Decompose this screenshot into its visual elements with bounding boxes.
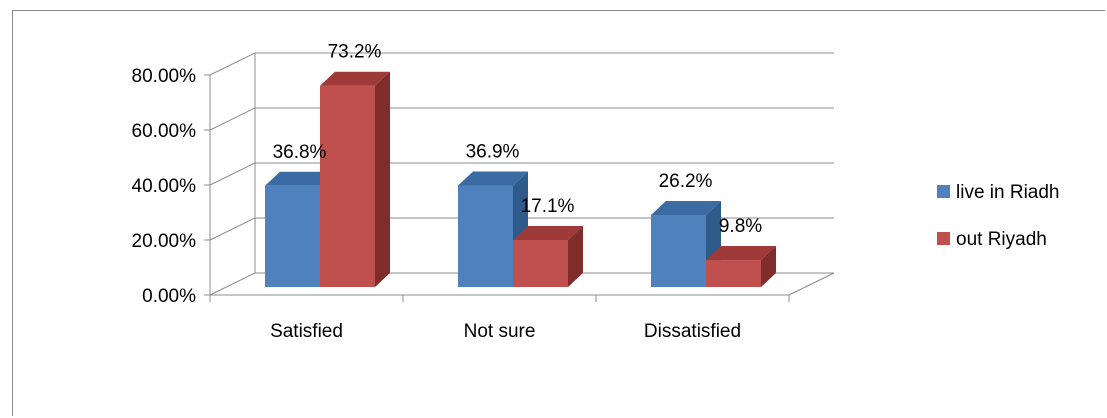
- bar-top: [265, 171, 335, 186]
- bar: [265, 185, 320, 287]
- legend-swatch: [937, 185, 950, 198]
- gridline-side: [209, 107, 256, 131]
- gridline-side: [209, 272, 256, 296]
- chart-frame: [12, 10, 1105, 416]
- x-category-label: Dissatisfied: [644, 321, 741, 342]
- gridline-side: [209, 217, 256, 241]
- y-tick-label: 0.00%: [142, 286, 196, 307]
- bar-side: [761, 246, 776, 287]
- floor-edge-right: [788, 272, 835, 296]
- gridline-side: [209, 52, 256, 76]
- data-label: 73.2%: [328, 42, 382, 63]
- bar: [513, 239, 568, 287]
- data-label: 36.8%: [273, 142, 327, 163]
- legend-label: out Riyadh: [956, 229, 1047, 250]
- data-label: 26.2%: [659, 171, 713, 192]
- y-tick-label: 40.00%: [132, 176, 197, 197]
- bar-top: [706, 246, 776, 261]
- y-tick-label: 60.00%: [132, 121, 197, 142]
- legend-label: live in Riadh: [956, 182, 1060, 203]
- bar-top: [651, 200, 721, 215]
- bar-top: [513, 225, 583, 240]
- y-tick-label: 80.00%: [132, 66, 197, 87]
- bar: [706, 260, 761, 287]
- gridline-side: [209, 162, 256, 186]
- bar-top: [320, 71, 390, 86]
- bar-side: [568, 225, 583, 287]
- bar-side: [375, 71, 390, 287]
- bar: [458, 185, 513, 287]
- bar: [320, 85, 375, 287]
- legend-swatch: [937, 232, 950, 245]
- data-label: 36.9%: [466, 142, 520, 163]
- y-tick-label: 20.00%: [132, 231, 197, 252]
- bar: [651, 214, 706, 287]
- data-label: 9.8%: [719, 216, 762, 237]
- x-category-label: Satisfied: [270, 321, 343, 342]
- data-label: 17.1%: [521, 196, 575, 217]
- x-category-label: Not sure: [464, 321, 536, 342]
- bar-top: [458, 171, 528, 186]
